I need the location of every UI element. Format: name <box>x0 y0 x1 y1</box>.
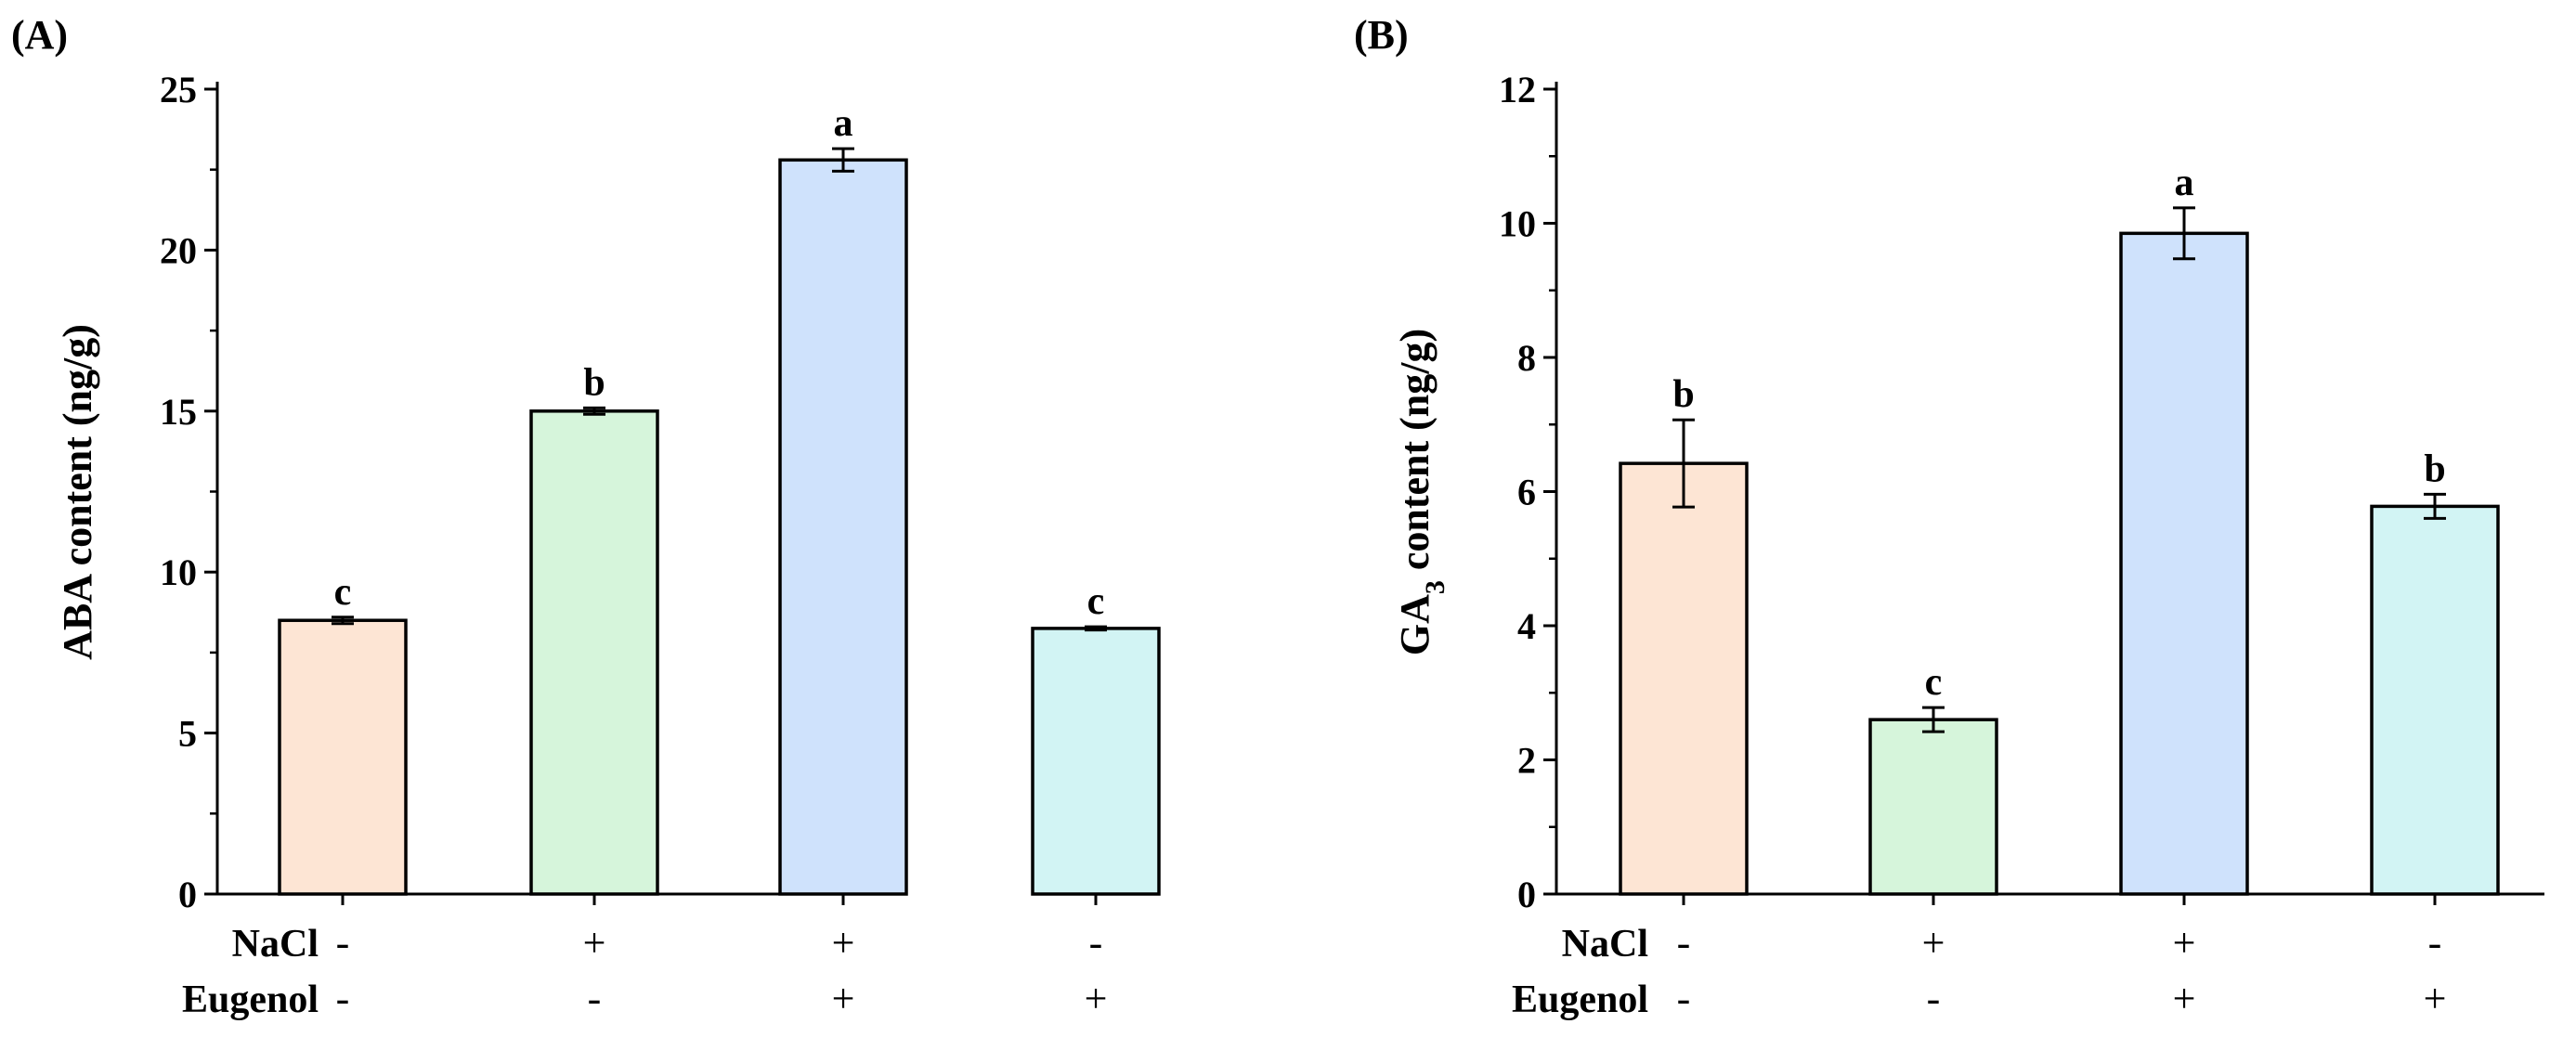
panel-a-ytick-label-5: 5 <box>178 713 197 755</box>
panel-b-ytick-label-8: 8 <box>1517 337 1536 379</box>
panel-a-ytick-label-0: 0 <box>178 874 197 915</box>
panel-a-bar-2 <box>529 409 659 896</box>
panel-b-eugenol-sign-4: + <box>2424 976 2447 1021</box>
panel-a-error-bar-4 <box>1085 625 1107 632</box>
panel-b-error-bar-4 <box>2424 492 2446 520</box>
panel-a-error-bar-2 <box>583 406 605 416</box>
panel-a-bar-4 <box>1031 627 1161 896</box>
panel-b-sig-label-1: b <box>1672 373 1694 416</box>
panel-a-y-axis-title: ABA content (ng/g) <box>55 324 100 660</box>
panel-b-ytick-label-4: 4 <box>1517 605 1536 647</box>
panel-a-ytick-label-20: 20 <box>160 229 197 271</box>
panel-b-nacl-sign-2: + <box>1922 920 1945 966</box>
panel-b-ytick-label-0: 0 <box>1517 874 1536 915</box>
panel-b-bar-1 <box>1619 461 1749 896</box>
panel-a-bar-3 <box>778 158 908 896</box>
panel-b-bar-3 <box>2119 231 2249 896</box>
panel-b-ytick-label-2: 2 <box>1517 740 1536 782</box>
panel-a-sig-label-1: c <box>334 571 352 614</box>
panel-a-nacl-sign-4: - <box>1089 920 1103 966</box>
panel-b-bar-4 <box>2370 504 2500 896</box>
panel-b-label: (B) <box>1354 12 1409 58</box>
panel-b-treatment-eugenol: Eugenol <box>1512 979 1648 1021</box>
panel-a-nacl-sign-2: + <box>583 920 606 966</box>
panel-a-nacl-sign-1: - <box>336 920 350 966</box>
panel-a-treatment-eugenol: Eugenol <box>182 979 319 1021</box>
panel-b-nacl-sign-3: + <box>2173 920 2196 966</box>
panel-b-ytick-label-12: 12 <box>1499 69 1536 110</box>
panel-b-error-bar-2 <box>1922 706 1945 733</box>
panel-a-sig-label-3: a <box>834 102 853 145</box>
panel-a-ytick-label-15: 15 <box>160 391 197 433</box>
panel-b-eugenol-sign-3: + <box>2173 976 2196 1021</box>
panel-b-ytick-label-10: 10 <box>1499 203 1536 245</box>
panel-a-sig-label-2: b <box>583 361 605 404</box>
panel-b-sig-label-2: c <box>1925 661 1943 704</box>
panel-b-bar-2 <box>1868 718 1998 896</box>
panel-a-label: (A) <box>11 12 68 58</box>
panel-b-nacl-sign-1: - <box>1677 920 1691 966</box>
panel-b-nacl-sign-4: - <box>2428 920 2442 966</box>
panel-b-treatment-nacl: NaCl <box>1562 923 1648 966</box>
panel-a-eugenol-sign-1: - <box>336 976 350 1021</box>
panel-b-error-bar-1 <box>1672 418 1695 509</box>
panel-a-nacl-sign-3: + <box>832 920 855 966</box>
panel-a-error-bar-1 <box>332 616 354 626</box>
panel-a-eugenol-sign-2: - <box>588 976 602 1021</box>
panel-b-y-axis-title: GA3 content (ng/g) <box>1392 329 1451 655</box>
panel-a-sig-label-4: c <box>1087 580 1105 623</box>
panel-a-ytick-label-10: 10 <box>160 551 197 593</box>
panel-b-eugenol-sign-2: - <box>1927 976 1941 1021</box>
panel-a-eugenol-sign-3: + <box>832 976 855 1021</box>
panel-a-eugenol-sign-4: + <box>1085 976 1108 1021</box>
panel-a-error-bar-3 <box>832 147 854 173</box>
panel-b-ytick-label-6: 6 <box>1517 472 1536 513</box>
panel-b-sig-label-3: a <box>2175 162 2194 204</box>
panel-a-treatment-nacl: NaCl <box>232 923 319 966</box>
panel-b-error-bar-3 <box>2173 206 2195 261</box>
panel-b-sig-label-4: b <box>2424 447 2445 490</box>
panel-b-eugenol-sign-1: - <box>1677 976 1691 1021</box>
panel-a-bar-1 <box>278 618 408 896</box>
panel-a-ytick-label-25: 25 <box>160 69 197 110</box>
